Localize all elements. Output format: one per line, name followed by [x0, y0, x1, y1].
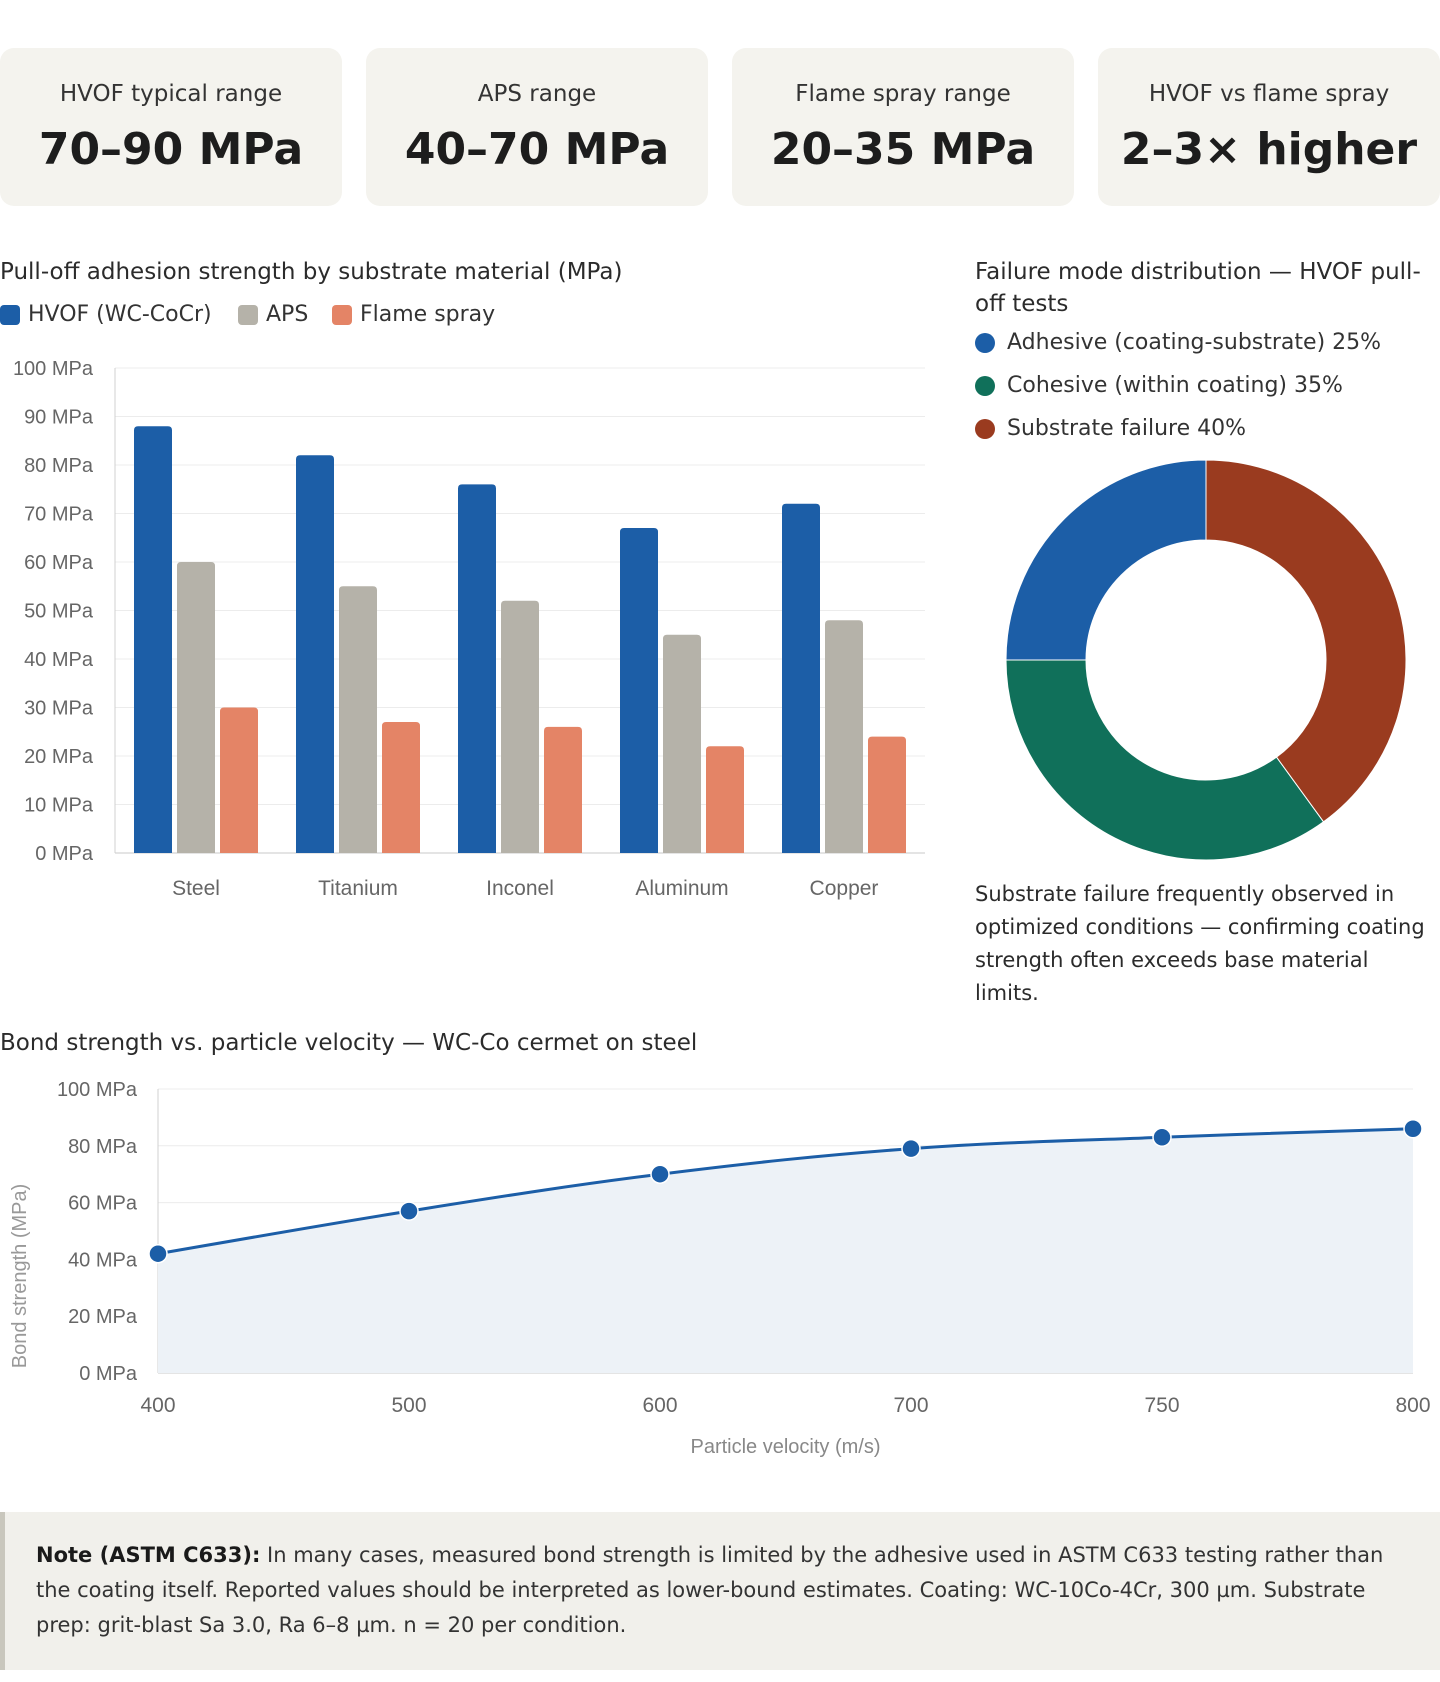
bar-inconel-flame — [544, 726, 582, 853]
y-tick-label: 20 MPa — [24, 746, 94, 768]
legend-dot-adhesive — [975, 333, 995, 353]
legend-dot-substrate — [975, 419, 995, 439]
note-text: Note (ASTM C633): In many cases, measure… — [36, 1538, 1416, 1643]
donut-legend-label: Substrate failure 40% — [1007, 416, 1247, 441]
bar-inconel-aps — [501, 600, 539, 853]
y-tick-label: 40 MPa — [24, 649, 94, 671]
series-line — [157, 1127, 1414, 1256]
bar-steel-hvof — [134, 426, 172, 853]
bar-chart: 0 MPa 10 MPa 20 MPa 30 MPa 40 MPa 50 MPa 60 MP… — [13, 358, 925, 900]
donut-slice-substrate — [1205, 459, 1407, 823]
legend-label-hvof: HVOF (WC-CoCr) — [28, 302, 212, 327]
donut-legend-label: Cohesive (within coating) 35% — [1007, 373, 1343, 398]
y-tick-label: 10 MPa — [24, 795, 94, 817]
x-tick-label: 700 — [893, 1394, 928, 1417]
legend-label-aps: APS — [266, 302, 309, 327]
astm-note: Note (ASTM C633): In many cases, measure… — [0, 1512, 1440, 1670]
data-point-700 — [901, 1138, 921, 1159]
x-tick-label: Titanium — [318, 877, 398, 900]
line-chart-title: Bond strength vs. particle velocity — WC… — [0, 1030, 698, 1056]
kpi-value: 2–3× higher — [1120, 124, 1418, 175]
bar-copper-flame — [868, 736, 906, 853]
kpi-card-hvof: HVOF typical range 70–90 MPa — [0, 48, 342, 206]
area-fill — [158, 1128, 1413, 1373]
data-point-500 — [399, 1201, 419, 1221]
x-tick-label: 800 — [1395, 1394, 1430, 1417]
y-tick-label: 100 MPa — [57, 1079, 138, 1101]
kpi-value: 40–70 MPa — [404, 124, 670, 175]
data-point-400 — [148, 1243, 168, 1264]
kpi-card-aps: APS range 40–70 MPa — [366, 48, 708, 206]
bar-aluminum-hvof — [620, 528, 658, 853]
y-tick-label: 60 MPa — [24, 552, 94, 574]
y-tick-label: 60 MPa — [68, 1193, 138, 1215]
note-label: Note (ASTM C633): — [36, 1543, 261, 1567]
kpi-card-flame: Flame spray range 20–35 MPa — [732, 48, 1074, 206]
bar-steel-flame — [220, 707, 258, 853]
kpi-card-ratio: HVOF vs flame spray 2–3× higher — [1098, 48, 1440, 206]
bar-aluminum-aps — [663, 634, 701, 853]
x-tick-label: Copper — [810, 877, 879, 900]
x-axis-title: Particle velocity (m/s) — [690, 1436, 880, 1458]
bar-titanium-aps — [339, 586, 377, 853]
kpi-row: HVOF typical range 70–90 MPa APS range 4… — [0, 48, 1440, 206]
kpi-value: 70–90 MPa — [38, 124, 304, 175]
data-point-800 — [1403, 1119, 1423, 1139]
x-tick-label: 750 — [1144, 1394, 1179, 1417]
bar-titanium-flame — [382, 722, 420, 853]
data-point-750 — [1152, 1127, 1172, 1148]
donut-chart-title: Failure mode distribution — HVOF pull-of… — [975, 259, 1421, 317]
line-chart: 0 MPa 20 MPa 40 MPa 60 MPa 80 MPa 100 MPa 400 5… — [9, 1079, 1431, 1458]
note-body: In many cases, measured bond strength is… — [36, 1543, 1384, 1637]
y-tick-label: 100 MPa — [13, 358, 94, 380]
bar-aluminum-flame — [706, 746, 744, 853]
x-tick-label: 400 — [140, 1394, 175, 1417]
bar-titanium-hvof — [296, 455, 334, 853]
x-tick-label: Steel — [172, 877, 220, 900]
bar-chart-title: Pull-off adhesion strength by substrate … — [0, 259, 623, 285]
y-tick-label: 30 MPa — [24, 698, 94, 720]
x-tick-label: 600 — [642, 1394, 677, 1417]
donut-legend-label: Adhesive (coating-substrate) 25% — [1007, 330, 1382, 355]
y-tick-label: 0 MPa — [35, 843, 94, 865]
y-tick-label: 20 MPa — [68, 1306, 138, 1328]
donut-slice-cohesive — [1005, 659, 1325, 861]
y-tick-label: 50 MPa — [24, 601, 94, 623]
donut-chart — [1005, 459, 1407, 861]
y-tick-label: 0 MPa — [79, 1363, 138, 1385]
y-tick-label: 40 MPa — [68, 1249, 138, 1271]
kpi-label: HVOF vs flame spray — [1148, 81, 1390, 107]
legend-label-flame: Flame spray — [360, 302, 496, 327]
data-point-600 — [650, 1164, 670, 1184]
legend-swatch-hvof — [0, 305, 20, 325]
x-tick-label: 500 — [391, 1394, 426, 1417]
kpi-value: 20–35 MPa — [770, 124, 1036, 175]
kpi-label: HVOF typical range — [59, 81, 283, 107]
y-tick-label: 90 MPa — [24, 407, 94, 429]
legend-dot-cohesive — [975, 376, 995, 396]
kpi-label: APS range — [477, 81, 597, 107]
y-axis-title: Bond strength (MPa) — [9, 1184, 31, 1369]
bar-copper-aps — [825, 620, 863, 853]
y-tick-label: 70 MPa — [24, 504, 94, 526]
x-tick-label: Aluminum — [635, 877, 728, 900]
y-tick-label: 80 MPa — [24, 455, 94, 477]
bar-inconel-hvof — [458, 484, 496, 853]
kpi-label: Flame spray range — [795, 81, 1011, 107]
bar-copper-hvof — [782, 503, 820, 853]
y-tick-label: 80 MPa — [68, 1136, 138, 1158]
legend-swatch-flame — [332, 305, 352, 325]
donut-caption: Substrate failure frequently observed in… — [975, 882, 1425, 1005]
bar-steel-aps — [177, 562, 215, 853]
legend-swatch-aps — [238, 305, 258, 325]
x-tick-label: Inconel — [486, 877, 554, 900]
donut-slice-adhesive — [1005, 459, 1207, 661]
